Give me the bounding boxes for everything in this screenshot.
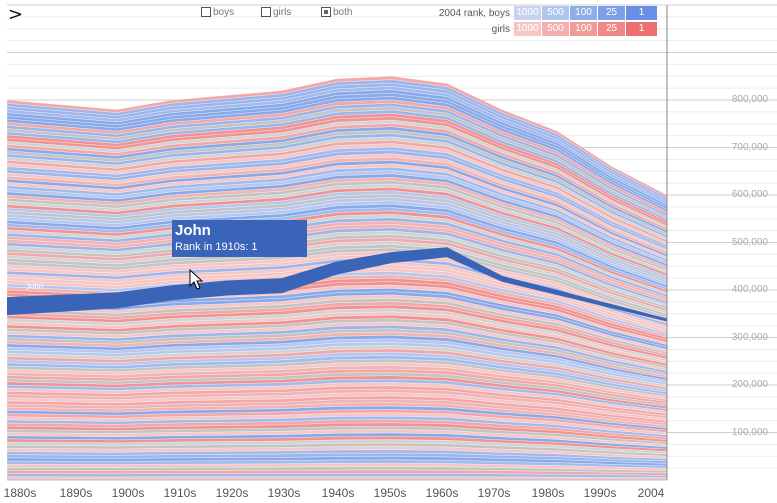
y-tick-label: 700,000 bbox=[731, 141, 768, 153]
legend-girls-rank-500: 500 bbox=[542, 22, 569, 36]
mouse-pointer-icon bbox=[189, 269, 203, 290]
name-tooltip: John Rank in 1910s: 1 bbox=[172, 220, 307, 257]
x-tick-label: 1970s bbox=[477, 486, 511, 500]
legend-girls-rank-100: 100 bbox=[570, 22, 597, 36]
both-label: both bbox=[333, 7, 353, 18]
x-tick-label: 1950s bbox=[373, 486, 407, 500]
y-tick-label: 300,000 bbox=[731, 331, 768, 343]
girls-label: girls bbox=[273, 7, 292, 18]
y-tick-label: 200,000 bbox=[731, 379, 768, 390]
x-tick-label: 1880s bbox=[3, 486, 37, 500]
both-checkbox[interactable] bbox=[321, 7, 331, 17]
girls-toggle[interactable]: girls bbox=[261, 7, 291, 18]
legend-girls-rank-1: 1 bbox=[626, 22, 657, 36]
boys-toggle[interactable]: boys bbox=[201, 7, 234, 18]
girls-checkbox[interactable] bbox=[261, 7, 271, 17]
legend-boys-label: 2004 rank, boys bbox=[438, 8, 510, 19]
tooltip-rank: Rank in 1910s: 1 bbox=[175, 241, 258, 253]
highlight-band-label: John bbox=[26, 282, 44, 291]
legend-girls-rank-1000: 1000 bbox=[514, 22, 541, 36]
legend-boys-rank-500: 500 bbox=[542, 6, 569, 20]
x-tick-label: 1980s bbox=[531, 486, 565, 500]
y-tick-label: 400,000 bbox=[731, 284, 768, 295]
boys-checkbox[interactable] bbox=[201, 7, 211, 17]
x-tick-label: 2004 bbox=[637, 486, 665, 500]
y-tick-label: 800,000 bbox=[731, 94, 768, 105]
chevron-right-icon[interactable]: > bbox=[8, 4, 24, 25]
tooltip-name: John bbox=[175, 222, 211, 239]
legend-boys-rank-1000: 1000 bbox=[514, 6, 541, 20]
x-tick-label: 1900s bbox=[111, 486, 145, 500]
y-tick-label: 100,000 bbox=[731, 426, 768, 438]
y-tick-label: 500,000 bbox=[731, 236, 768, 248]
both-toggle[interactable]: both bbox=[321, 7, 352, 18]
y-tick-label: 600,000 bbox=[731, 189, 768, 200]
legend-boys-rank-25: 25 bbox=[598, 6, 625, 20]
boys-label: boys bbox=[213, 7, 235, 18]
legend-boys-rank-1: 1 bbox=[626, 6, 657, 20]
x-tick-label: 1960s bbox=[425, 486, 459, 500]
x-tick-label: 1930s bbox=[267, 486, 301, 500]
x-tick-label: 1990s bbox=[583, 486, 617, 500]
name-band-john[interactable] bbox=[7, 247, 667, 322]
x-tick-label: 1920s bbox=[215, 486, 249, 500]
x-tick-label: 1940s bbox=[321, 486, 355, 500]
x-tick-label: 1910s bbox=[163, 486, 197, 500]
legend-girls-label: girls bbox=[491, 24, 510, 35]
legend-boys-rank-100: 100 bbox=[570, 6, 597, 20]
legend-girls-rank-25: 25 bbox=[598, 22, 625, 36]
x-tick-label: 1890s bbox=[59, 486, 93, 500]
name-bands[interactable] bbox=[7, 76, 667, 481]
